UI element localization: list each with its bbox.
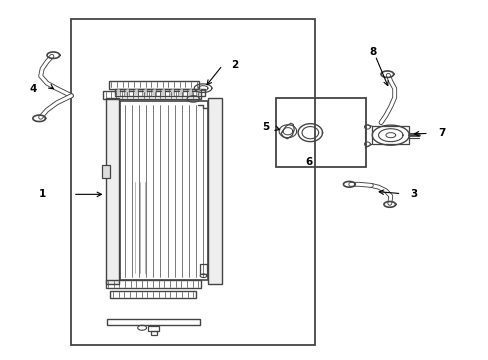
Polygon shape: [124, 89, 128, 96]
Polygon shape: [115, 89, 120, 96]
Text: 6: 6: [305, 157, 312, 167]
Bar: [71, 19, 315, 345]
Bar: [371, 126, 408, 144]
Bar: [103, 91, 200, 99]
Bar: [110, 291, 195, 298]
Polygon shape: [133, 89, 138, 96]
Bar: [276, 98, 366, 167]
Text: 3: 3: [410, 189, 417, 199]
Text: 1: 1: [39, 189, 46, 199]
Bar: [109, 81, 199, 89]
Bar: [105, 280, 200, 288]
Bar: [120, 101, 207, 280]
Text: 2: 2: [231, 60, 238, 70]
Bar: [115, 89, 205, 96]
Polygon shape: [169, 89, 174, 96]
Bar: [105, 98, 119, 284]
Polygon shape: [196, 89, 201, 96]
Polygon shape: [160, 89, 164, 96]
Bar: [107, 319, 199, 325]
Text: 5: 5: [261, 122, 268, 132]
Polygon shape: [178, 89, 183, 96]
Text: 4: 4: [29, 84, 37, 94]
Bar: [199, 264, 206, 274]
Polygon shape: [151, 89, 156, 96]
Bar: [151, 330, 157, 335]
Bar: [148, 326, 159, 330]
Polygon shape: [187, 89, 192, 96]
Bar: [207, 98, 221, 284]
Bar: [102, 165, 110, 178]
Text: 8: 8: [368, 46, 376, 57]
Text: 7: 7: [437, 129, 445, 138]
Polygon shape: [142, 89, 146, 96]
